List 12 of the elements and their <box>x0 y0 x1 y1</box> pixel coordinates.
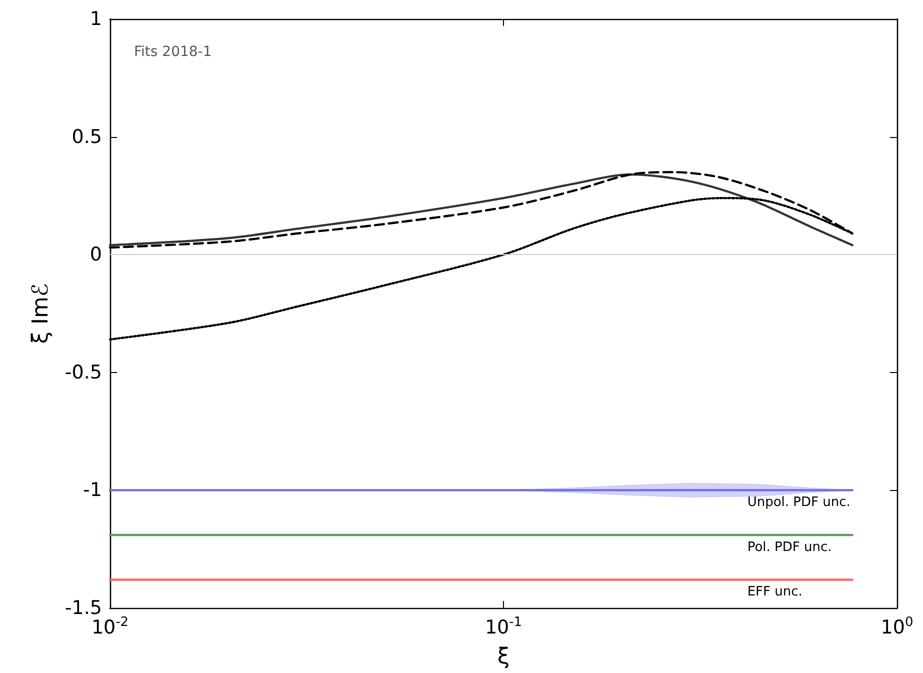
y-tick-label: -1.5 <box>64 597 102 619</box>
annotation: Fits 2018-1 <box>134 44 212 60</box>
y-tick-label: 0.5 <box>72 126 102 148</box>
y-tick-label: 1 <box>90 8 102 30</box>
y-tick-label: 0 <box>90 244 102 266</box>
series-label: EFF unc. <box>747 584 802 600</box>
y-tick-label: -1 <box>83 479 102 502</box>
series-label: Unpol. PDF unc. <box>747 495 850 510</box>
series-label: Pol. PDF unc. <box>747 540 832 555</box>
x-axis-title: ξ <box>497 644 510 670</box>
y-tick-label: -0.5 <box>64 361 102 384</box>
y-axis-title: ξ Imℰ <box>28 283 54 344</box>
